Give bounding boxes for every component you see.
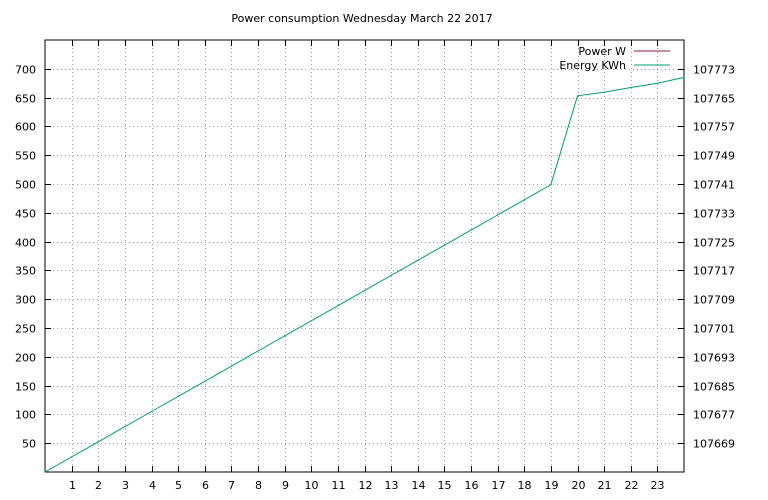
y2-tick-label: 107669 <box>693 438 735 451</box>
y-tick-label: 550 <box>15 150 36 163</box>
y-tick-label: 200 <box>15 352 36 365</box>
x-tick-label: 2 <box>95 479 102 492</box>
y2-tick-label: 107765 <box>693 93 735 106</box>
data-point-energy <box>390 274 392 276</box>
y-tick-label: 250 <box>15 323 36 336</box>
legend: Power W Energy KWh <box>559 45 670 72</box>
x-tick-label: 11 <box>332 479 346 492</box>
y2-tick-label: 107757 <box>693 121 735 134</box>
x-tick-label: 3 <box>122 479 129 492</box>
legend-label-energy: Energy KWh <box>559 59 626 72</box>
data-point-energy <box>337 305 339 307</box>
data-point-energy <box>44 471 46 473</box>
data-point-energy <box>470 229 472 231</box>
series-line-energy <box>44 76 685 473</box>
x-tick-label: 7 <box>228 479 235 492</box>
x-tick-label: 4 <box>149 479 156 492</box>
y-tick-label: 650 <box>15 93 36 106</box>
y-tick-label: 500 <box>15 179 36 192</box>
y2-tick-label: 107685 <box>693 381 735 394</box>
x-tick-label: 22 <box>625 479 639 492</box>
y-tick-label: 150 <box>15 381 36 394</box>
data-point-energy <box>284 335 286 337</box>
data-point-energy <box>230 365 232 367</box>
data-point-energy <box>497 214 499 216</box>
data-point-energy <box>71 456 73 458</box>
plot-frame <box>44 39 685 473</box>
y-tick-label: 300 <box>15 294 36 307</box>
x-tick-label: 6 <box>202 479 209 492</box>
data-point-energy <box>310 320 312 322</box>
data-point-energy <box>550 184 552 186</box>
y2-tick-label: 107725 <box>693 237 735 250</box>
x-tick-label: 21 <box>598 479 612 492</box>
data-point-energy <box>124 426 126 428</box>
x-tick-label: 15 <box>438 479 452 492</box>
x-tick-label: 5 <box>175 479 182 492</box>
y2-tick-label: 107709 <box>693 294 735 307</box>
x-tick-label: 18 <box>518 479 532 492</box>
y-tick-label: 100 <box>15 409 36 422</box>
y2-tick-label: 107677 <box>693 409 735 422</box>
x-tick-label: 1 <box>69 479 76 492</box>
data-point-energy <box>97 441 99 443</box>
data-point-energy <box>257 350 259 352</box>
data-point-energy <box>417 259 419 261</box>
y-tick-label: 600 <box>15 121 36 134</box>
y2-tick-label: 107733 <box>693 208 735 221</box>
x-tick-label: 19 <box>545 479 559 492</box>
x-tick-label: 9 <box>282 479 289 492</box>
y-tick-label: 400 <box>15 237 36 250</box>
x-tick-label: 13 <box>385 479 399 492</box>
data-point-energy <box>177 395 179 397</box>
y2-tick-label: 107773 <box>693 64 735 77</box>
y2-tick-label: 107741 <box>693 179 735 192</box>
data-point-energy <box>523 199 525 201</box>
y2-tick-label: 107717 <box>693 265 735 278</box>
data-point-energy <box>363 290 366 292</box>
y-tick-label: 450 <box>15 208 36 221</box>
y-tick-label: 350 <box>15 265 36 278</box>
series-lines <box>44 76 685 473</box>
data-point-energy <box>683 76 685 78</box>
x-tick-label: 8 <box>255 479 262 492</box>
data-point-energy <box>630 86 632 89</box>
x-tick-label: 16 <box>465 479 479 492</box>
data-point-energy <box>603 91 605 93</box>
y2-tick-label: 107701 <box>693 323 735 336</box>
grid <box>45 40 684 472</box>
y-tick-label: 50 <box>22 438 36 451</box>
data-point-energy <box>443 244 445 246</box>
chart-title: Power consumption Wednesday March 22 201… <box>231 12 492 25</box>
x-tick-label: 12 <box>359 479 373 492</box>
x-tick-label: 14 <box>412 479 426 492</box>
y-tick-label: 700 <box>15 64 36 77</box>
y2-tick-label: 107693 <box>693 352 735 365</box>
data-point-energy <box>150 410 153 413</box>
axis-ticks: 1 2 3 4 5 6 7 8 9 10 11 12 13 14 15 16 17 18 19 20 21 22 23501… <box>15 40 735 492</box>
data-point-energy <box>204 380 206 382</box>
data-point-energy <box>576 95 579 97</box>
x-tick-label: 17 <box>492 479 506 492</box>
legend-label-power: Power W <box>578 45 626 58</box>
x-tick-label: 20 <box>572 479 586 492</box>
x-tick-label: 10 <box>305 479 319 492</box>
data-point-energy <box>656 82 659 84</box>
x-tick-label: 23 <box>651 479 665 492</box>
y2-tick-label: 107749 <box>693 150 735 163</box>
